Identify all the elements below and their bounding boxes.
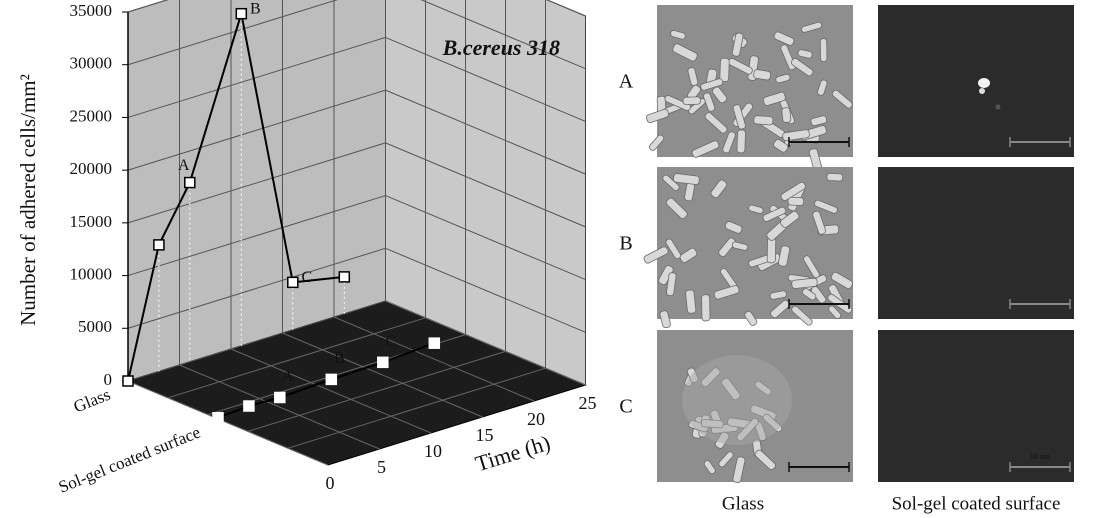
particle [996,105,1001,110]
point-marker [244,401,254,411]
particle [979,88,985,94]
cell [720,58,730,82]
x-tick-label: 25 [579,393,597,413]
film [682,355,792,445]
point-marker [429,338,439,348]
point-annotation: B [250,0,261,17]
x-tick-label: 15 [476,425,494,445]
point-annotation: A [178,157,190,174]
point-marker [213,413,223,423]
micrograph [878,5,1074,157]
point-marker [154,240,164,250]
y-tick-label: 25000 [70,106,113,125]
row-label: A [619,71,634,93]
depth-label: Glass [71,385,113,417]
micrograph [878,167,1074,319]
y-tick-label: 35000 [70,1,113,20]
cell [754,115,774,125]
point-marker [339,272,349,282]
y-tick-label: 5000 [78,317,112,336]
x-tick-label: 20 [527,409,545,429]
point-annotation: C [301,269,312,286]
point-marker [275,392,285,402]
cell [788,197,804,205]
x-tick-label: 5 [377,457,386,477]
y-tick-label: 10000 [70,264,113,283]
point-marker [236,9,246,19]
point-marker [288,277,298,287]
cell [820,39,827,62]
point-marker [378,357,388,367]
y-tick-label: 20000 [70,159,113,178]
point-marker [123,376,133,386]
chart-title: B.cereus 318 [442,35,560,60]
cell [767,237,776,262]
column-label: Glass [722,493,764,514]
row-label: B [619,233,632,255]
point-marker [326,374,336,384]
x-tick-label: 10 [424,441,442,461]
scale-label: 10 um [1030,452,1051,461]
column-label: Sol-gel coated surface [892,493,1061,514]
point-annotation: B [334,350,345,367]
cell [683,97,701,105]
cell [737,130,746,153]
row-label: C [619,396,632,418]
point-annotation: C [385,333,396,350]
figure: 0500010000150002000025000300003500005101… [0,0,1106,518]
y-tick-label: 30000 [70,54,113,73]
point-marker [185,178,195,188]
x-tick-label: 0 [326,473,335,493]
cell [782,107,792,123]
particle [978,78,990,88]
point-annotation: A [282,368,294,385]
cell [702,295,710,321]
y-tick-label: 15000 [70,212,113,231]
cell [827,173,843,181]
y-axis-label: Number of adhered cells/mm² [16,74,40,326]
depth-label: Sol-gel coated surface [56,423,203,497]
